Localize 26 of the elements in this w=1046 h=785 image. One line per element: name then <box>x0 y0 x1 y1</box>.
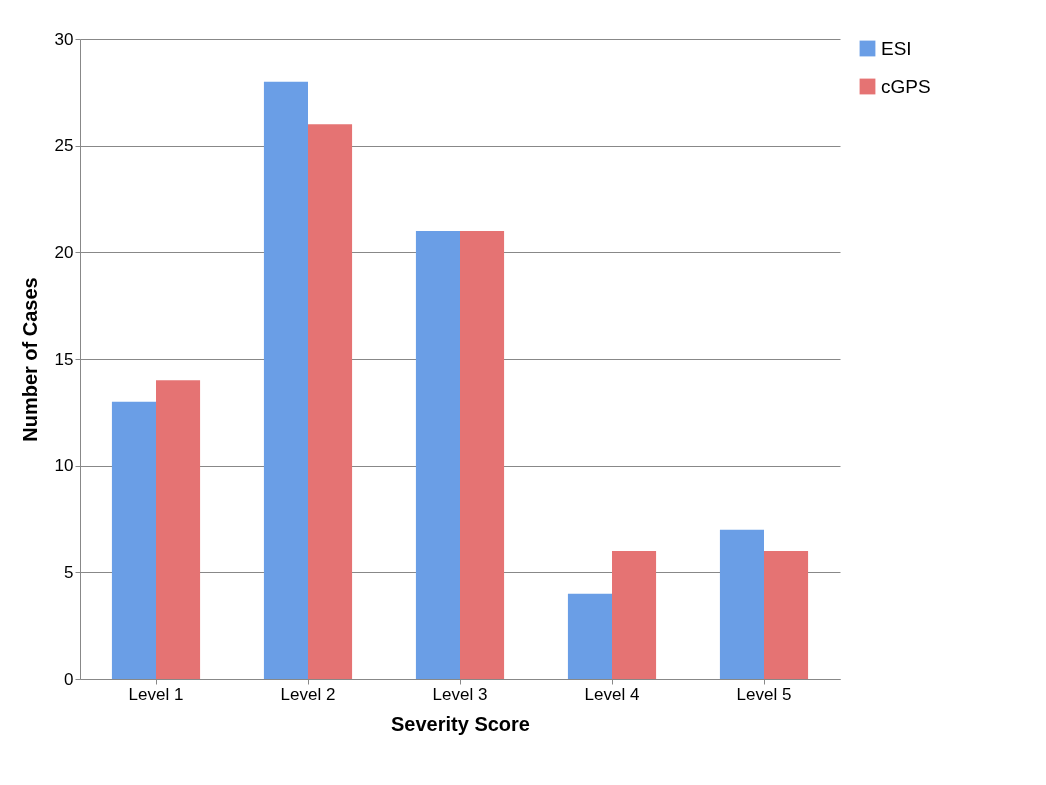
y-tick-label: 15 <box>54 349 74 369</box>
bar <box>308 124 353 679</box>
y-tick-label: 25 <box>54 136 74 156</box>
bar <box>415 231 460 679</box>
bar <box>460 231 505 679</box>
bar <box>719 529 764 679</box>
y-tick-label: 5 <box>64 562 74 582</box>
y-axis-title: Number of Cases <box>18 277 41 442</box>
y-tick-label: 20 <box>54 242 74 262</box>
x-tick-label: Level 1 <box>128 684 184 704</box>
bar <box>156 380 201 679</box>
x-tick-label: Level 5 <box>736 684 792 704</box>
y-tick-label: 10 <box>54 456 74 476</box>
bar <box>567 593 612 679</box>
bar <box>764 551 809 679</box>
x-tick-label: Level 3 <box>432 684 488 704</box>
legend-label: ESI <box>881 37 912 59</box>
bar <box>263 81 308 679</box>
bar <box>111 401 156 679</box>
legend-label: cGPS <box>881 75 931 97</box>
x-tick-label: Level 4 <box>584 684 640 704</box>
x-tick-label: Level 2 <box>280 684 336 704</box>
x-axis-title: Severity Score <box>391 712 530 735</box>
bar <box>612 551 657 679</box>
y-tick-label: 0 <box>64 669 74 689</box>
y-tick-label: 30 <box>54 29 74 49</box>
